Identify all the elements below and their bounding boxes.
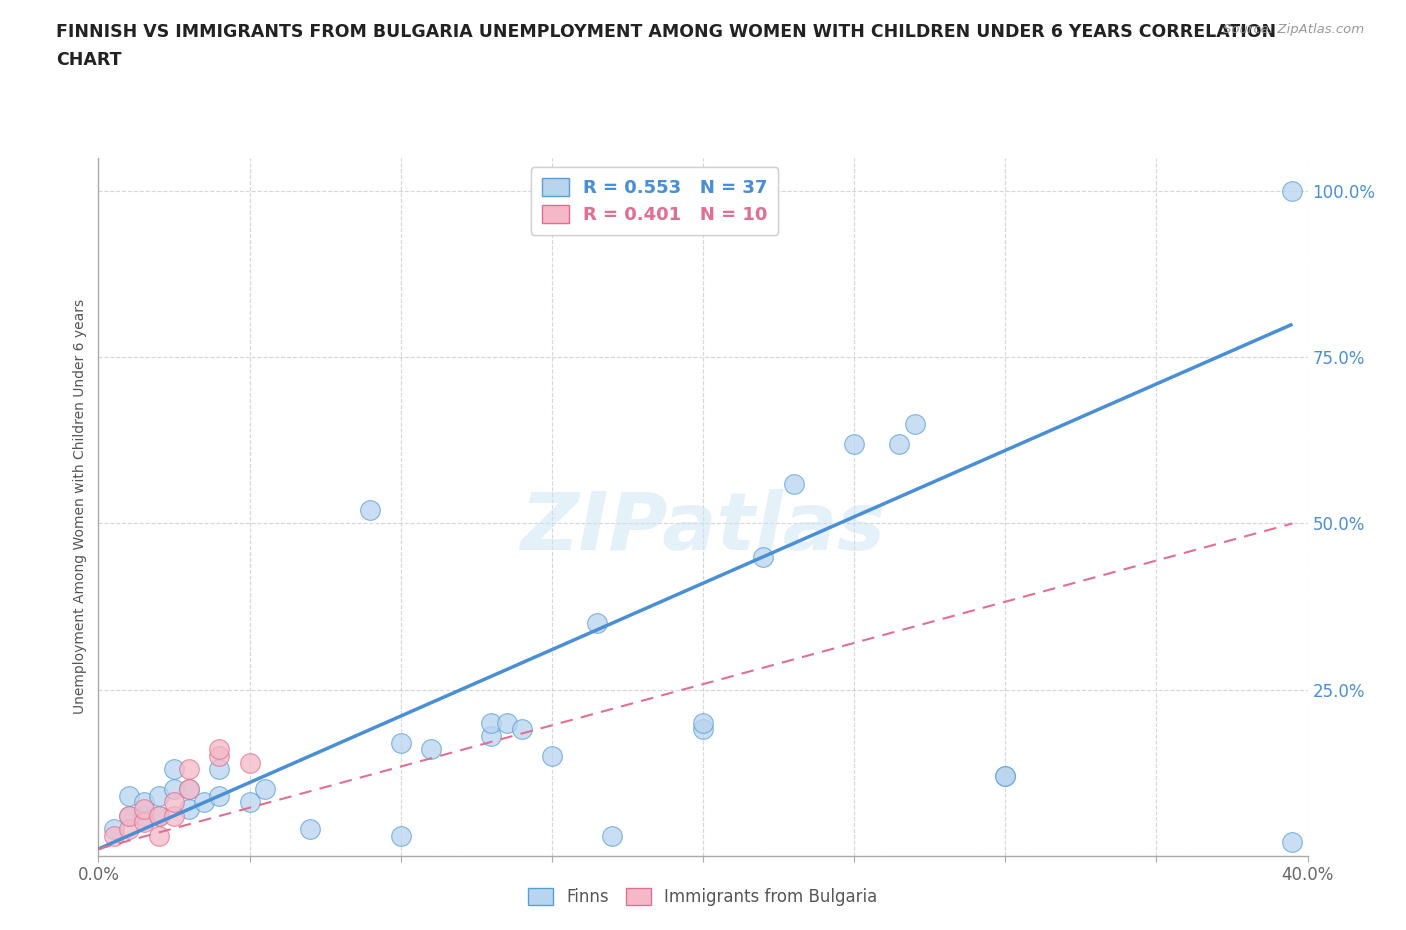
Point [299, 821, 322, 836]
Point [481, 715, 503, 730]
Point [177, 782, 201, 797]
Point [1281, 835, 1303, 850]
Point [103, 829, 125, 844]
Point [481, 728, 503, 743]
Point [389, 829, 412, 844]
Point [163, 795, 186, 810]
Point [132, 802, 155, 817]
Point [602, 829, 624, 844]
Point [239, 795, 262, 810]
Point [118, 789, 141, 804]
Point [148, 808, 170, 823]
Point [994, 768, 1017, 783]
Point [163, 762, 186, 777]
Point [177, 782, 201, 797]
Point [132, 815, 155, 830]
Point [994, 768, 1017, 783]
Point [132, 795, 155, 810]
Point [163, 808, 186, 823]
Point [1281, 184, 1303, 199]
Point [163, 782, 186, 797]
Point [103, 821, 125, 836]
Point [510, 722, 533, 737]
Point [844, 436, 866, 451]
Point [540, 749, 562, 764]
Point [239, 755, 262, 770]
Text: Source: ZipAtlas.com: Source: ZipAtlas.com [1223, 23, 1364, 36]
Point [177, 802, 201, 817]
Point [208, 762, 231, 777]
Point [782, 476, 804, 491]
Point [253, 782, 276, 797]
Point [692, 722, 714, 737]
Point [692, 715, 714, 730]
Point [904, 417, 927, 432]
Point [586, 616, 609, 631]
Point [495, 715, 517, 730]
Point [118, 808, 141, 823]
Legend: R = 0.553   N = 37, R = 0.401   N = 10: R = 0.553 N = 37, R = 0.401 N = 10 [531, 167, 779, 234]
Text: ZIPatlas: ZIPatlas [520, 489, 886, 566]
Point [419, 742, 441, 757]
Point [118, 821, 141, 836]
Point [360, 503, 382, 518]
Point [208, 789, 231, 804]
Text: FINNISH VS IMMIGRANTS FROM BULGARIA UNEMPLOYMENT AMONG WOMEN WITH CHILDREN UNDER: FINNISH VS IMMIGRANTS FROM BULGARIA UNEM… [56, 23, 1277, 41]
Point [132, 808, 155, 823]
Point [208, 749, 231, 764]
Point [208, 742, 231, 757]
Point [148, 808, 170, 823]
Y-axis label: Unemployment Among Women with Children Under 6 years: Unemployment Among Women with Children U… [73, 299, 87, 714]
Point [148, 789, 170, 804]
Point [193, 795, 215, 810]
Point [889, 436, 911, 451]
Point [752, 550, 775, 565]
Point [118, 808, 141, 823]
Text: CHART: CHART [56, 51, 122, 69]
Point [389, 736, 412, 751]
Point [177, 762, 201, 777]
Legend: Finns, Immigrants from Bulgaria: Finns, Immigrants from Bulgaria [522, 881, 884, 912]
Point [148, 829, 170, 844]
